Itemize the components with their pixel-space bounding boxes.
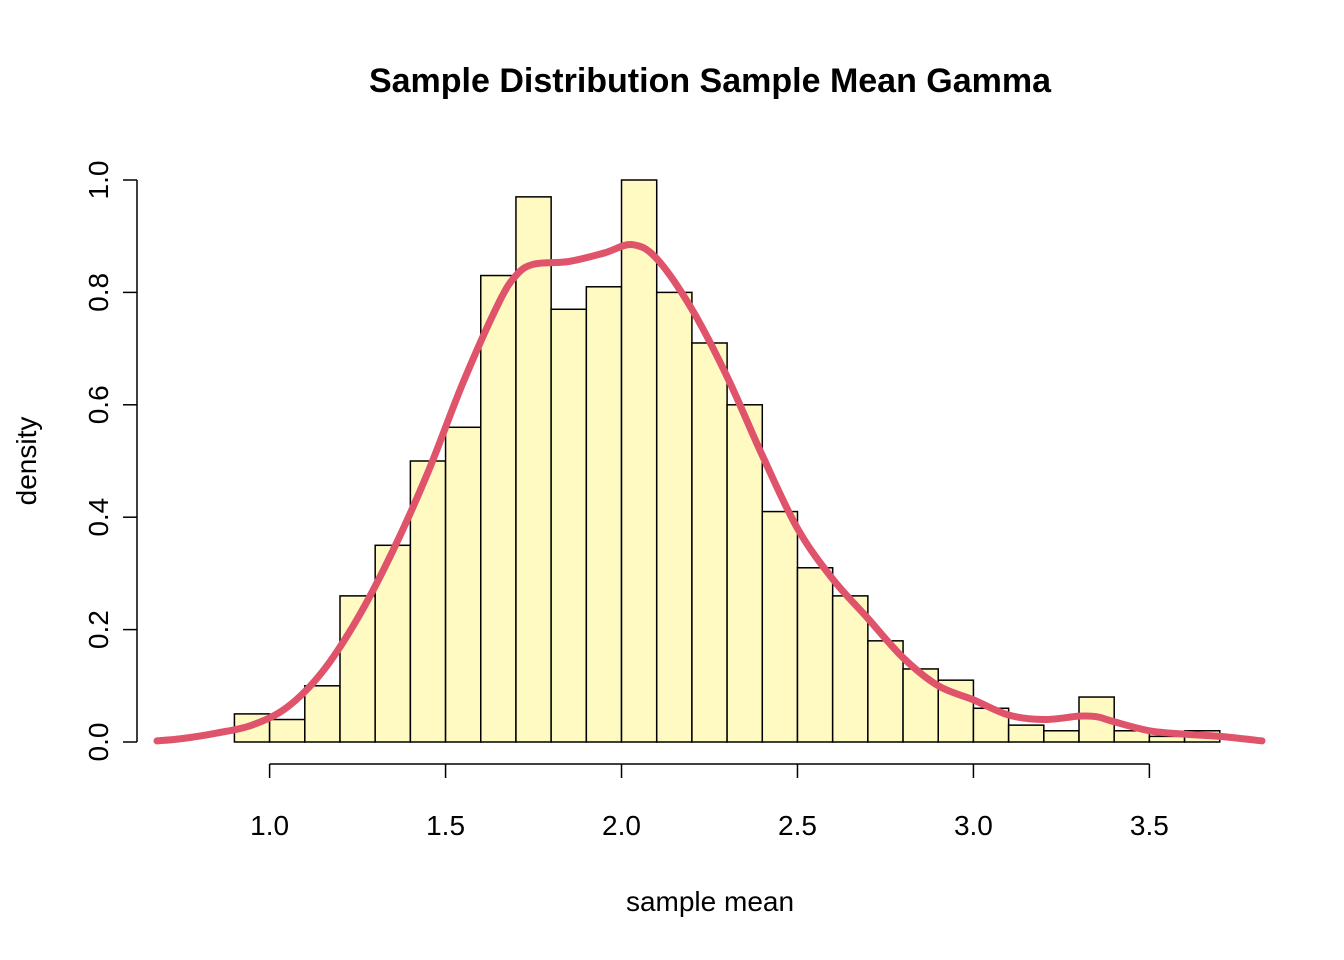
y-tick-label: 0.8 (83, 273, 114, 312)
y-axis-label: density (11, 417, 42, 506)
y-tick-label: 1.0 (83, 161, 114, 200)
x-axis-label: sample mean (626, 886, 794, 917)
histogram-bar-18 (796, 567, 834, 743)
histogram-bar-9 (480, 274, 517, 743)
y-axis-ticks: 0.0 0.2 0.4 0.6 0.8 1.0 (83, 161, 137, 762)
histogram-bar-16 (726, 404, 764, 743)
histogram-bars (233, 179, 1221, 743)
histogram-bar-19 (831, 595, 869, 743)
histogram-bar-4 (304, 685, 341, 743)
histogram-bar-13 (620, 179, 658, 743)
histogram-bar-24 (1007, 724, 1045, 743)
chart-title: Sample Distribution Sample Mean Gamma (369, 62, 1052, 100)
y-tick-label: 0.4 (83, 498, 114, 537)
x-tick-label: 2.5 (778, 810, 817, 841)
density-curve (153, 241, 1266, 745)
histogram-bar-20 (867, 640, 904, 743)
y-tick-label: 0.6 (83, 385, 114, 424)
histogram-bar-11 (550, 308, 588, 743)
x-tick-label: 1.5 (426, 810, 465, 841)
histogram-bar-10 (515, 196, 552, 743)
y-tick-label: 0.0 (83, 723, 114, 762)
x-tick-label: 1.0 (250, 810, 289, 841)
histogram-bar-3 (268, 718, 306, 743)
histogram-bar-8 (444, 426, 482, 743)
histogram-bar-15 (691, 342, 728, 743)
histogram-bar-14 (655, 291, 693, 743)
histogram-bar-17 (761, 510, 799, 743)
histogram-bar-12 (585, 286, 623, 743)
y-tick-label: 0.2 (83, 610, 114, 649)
x-axis-ticks: 1.0 1.5 2.0 2.5 3.0 3.5 (250, 764, 1169, 841)
x-tick-label: 2.0 (602, 810, 641, 841)
x-tick-label: 3.5 (1130, 810, 1169, 841)
x-tick-label: 3.0 (954, 810, 993, 841)
histogram-bar-25 (1043, 730, 1080, 743)
